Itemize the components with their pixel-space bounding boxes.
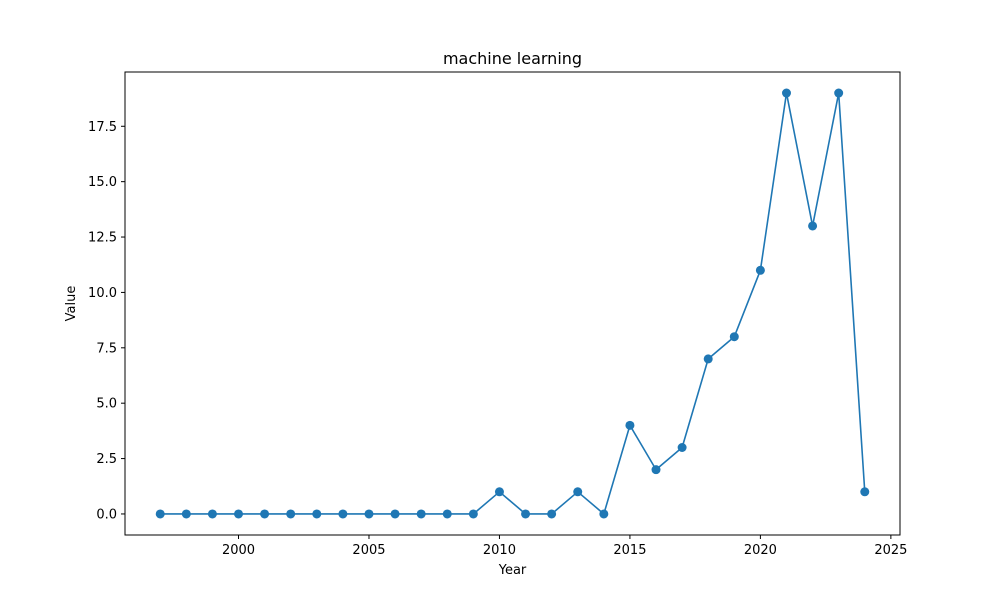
y-tick-label: 15.0 [88, 175, 117, 190]
plot-series [155, 88, 870, 519]
y-tick-label: 12.5 [88, 231, 117, 246]
data-point [573, 487, 583, 497]
data-point [390, 509, 400, 519]
data-point [416, 509, 426, 519]
y-tick-label: 17.5 [88, 120, 117, 135]
data-point [677, 442, 687, 452]
plot-frame [124, 71, 901, 536]
data-point [599, 509, 609, 519]
data-point [781, 88, 791, 98]
data-point [338, 509, 348, 519]
data-point [260, 509, 270, 519]
x-tick-label: 2000 [222, 543, 255, 558]
data-point [468, 509, 478, 519]
x-tick-label: 2020 [744, 543, 777, 558]
y-tick-label: 7.5 [96, 341, 117, 356]
x-axis-ticks: 2000 2005 2010 2015 2020 2025 [222, 535, 907, 558]
y-axis-ticks: 0.0 2.5 5.0 7.5 10.0 12.5 15.0 17.5 [88, 120, 125, 522]
data-point [834, 88, 844, 98]
data-point [494, 487, 504, 497]
x-tick-label: 2005 [352, 543, 385, 558]
y-tick-label: 0.0 [96, 507, 117, 522]
data-point [651, 465, 661, 475]
data-point [729, 332, 739, 342]
data-point [155, 509, 165, 519]
data-point [547, 509, 557, 519]
x-tick-label: 2025 [874, 543, 907, 558]
x-axis-label: Year [498, 563, 527, 578]
x-tick-label: 2010 [483, 543, 516, 558]
data-point [703, 354, 713, 364]
data-point [181, 509, 191, 519]
series-line [160, 92, 866, 515]
data-point [286, 509, 296, 519]
data-point [312, 509, 322, 519]
data-point [860, 487, 870, 497]
y-tick-label: 2.5 [96, 452, 117, 467]
y-tick-label: 10.0 [88, 286, 117, 301]
data-point [234, 509, 244, 519]
data-point [521, 509, 531, 519]
data-point [808, 221, 818, 231]
data-point [364, 509, 374, 519]
x-tick-label: 2015 [613, 543, 646, 558]
data-point [755, 265, 765, 275]
y-tick-label: 5.0 [96, 397, 117, 412]
data-point [625, 420, 635, 430]
data-point [442, 509, 452, 519]
chart-title: machine learning [443, 49, 582, 68]
data-point [207, 509, 217, 519]
y-axis-label: Value [64, 286, 79, 322]
